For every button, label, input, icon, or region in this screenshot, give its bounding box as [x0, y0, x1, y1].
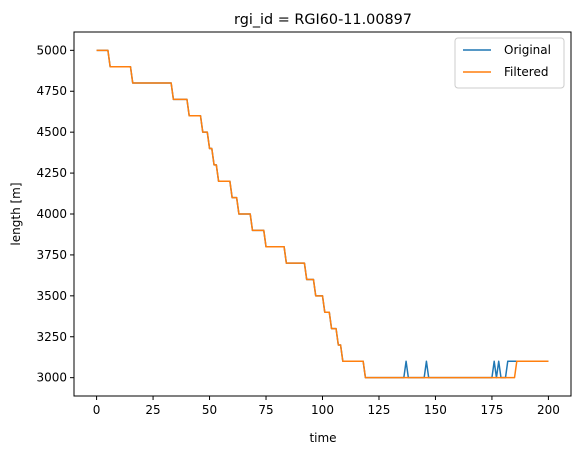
y-tick-label: 4750	[36, 84, 67, 98]
series-line-filtered	[96, 49, 549, 379]
x-tick-label: 175	[480, 403, 503, 417]
chart-title: rgi_id = RGI60-11.00897	[234, 12, 412, 28]
y-tick-label: 3250	[36, 330, 67, 344]
y-axis-label: length [m]	[9, 182, 23, 245]
x-tick-label: 50	[202, 403, 217, 417]
legend: Original Filtered	[454, 37, 565, 89]
x-axis-ticks: 0 25 50 75 100 125 150 175 200	[93, 396, 560, 417]
y-tick-label: 5000	[36, 43, 67, 57]
x-tick-label: 0	[93, 403, 101, 417]
series-line-original	[96, 49, 549, 379]
y-tick-label: 4000	[36, 207, 67, 221]
x-tick-label: 150	[424, 403, 447, 417]
y-axis-ticks: 3000 3250 3500 3750 4000 4250 4500 4750 5000	[36, 43, 74, 385]
x-tick-label: 125	[368, 403, 391, 417]
legend-label-filtered: Filtered	[504, 65, 548, 79]
x-tick-label: 75	[258, 403, 273, 417]
x-tick-label: 200	[537, 403, 560, 417]
y-tick-label: 3500	[36, 289, 67, 303]
legend-label-original: Original	[504, 43, 551, 57]
series-layer	[96, 49, 549, 379]
y-tick-label: 4250	[36, 166, 67, 180]
y-tick-label: 3000	[36, 371, 67, 385]
x-tick-label: 100	[311, 403, 334, 417]
y-tick-label: 4500	[36, 125, 67, 139]
y-tick-label: 3750	[36, 248, 67, 262]
x-axis-label: time	[309, 431, 336, 445]
x-tick-label: 25	[145, 403, 160, 417]
